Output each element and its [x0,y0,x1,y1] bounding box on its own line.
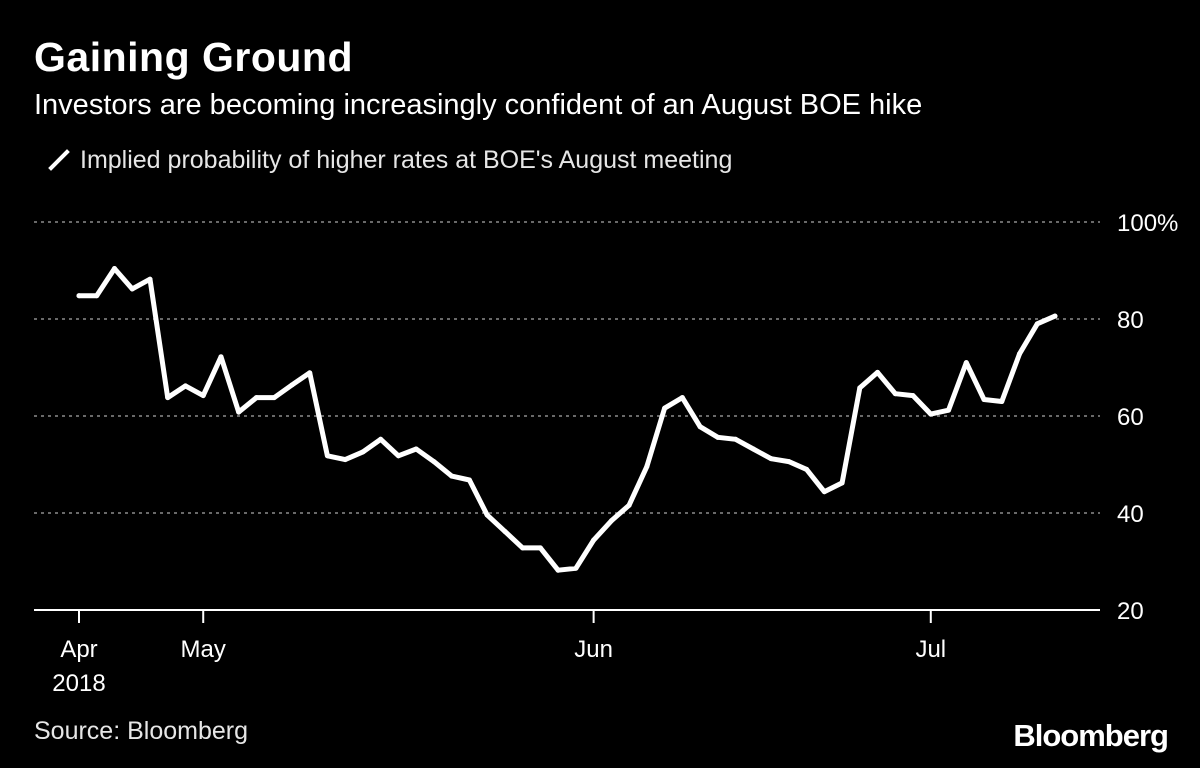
y-axis-ticks: 20 40 60 80 100% [1117,210,1178,625]
data-point [466,477,472,483]
data-point [111,266,117,272]
data-point [449,473,455,479]
data-point [733,436,739,442]
data-point [218,354,224,360]
data-point [324,453,330,459]
gridlines [34,221,1100,514]
series-line [76,266,1058,573]
data-point [502,528,508,534]
x-tick-sublabel: 2018 [52,670,105,697]
data-point [946,407,952,413]
data-point [768,456,774,462]
bloomberg-logo: Bloomberg [1013,718,1169,753]
data-point [271,395,277,401]
data-point [360,449,366,455]
data-point [644,463,650,469]
data-point [662,405,668,411]
x-tick-label: May [181,636,226,663]
data-point [875,369,881,375]
legend: Implied probability of higher rates at B… [48,144,732,176]
data-point [804,466,810,472]
data-point [786,459,792,465]
source-note: Source: Bloomberg [34,717,249,745]
y-tick-label: 60 [1117,404,1144,431]
x-tick-label: Apr [60,636,97,663]
data-point [999,398,1005,404]
legend-label: Implied probability of higher rates at B… [80,146,733,174]
data-point [626,502,632,508]
x-axis-ticks: Apr 2018 May Jun Jul [52,610,946,697]
data-point [395,453,401,459]
data-point [520,545,526,551]
data-point [573,565,579,571]
data-point [147,276,153,282]
y-tick-label: 20 [1117,598,1144,625]
data-point [342,457,348,463]
data-point [165,395,171,401]
x-tick-label: Jun [574,636,613,663]
data-point [1017,351,1023,357]
data-point [236,409,242,415]
data-point [591,537,597,543]
data-point [679,395,685,401]
data-point [94,293,100,299]
data-point [200,393,206,399]
data-point [715,434,721,440]
x-tick-label: Jul [915,636,946,663]
data-point [839,480,845,486]
y-tick-label: 40 [1117,501,1144,528]
data-point [537,545,543,551]
y-tick-label: 80 [1117,307,1144,334]
data-point [608,518,614,524]
y-tick-label: 100% [1117,210,1178,237]
data-point [963,360,969,366]
data-point [182,383,188,389]
data-point [981,397,987,403]
data-point [413,446,419,452]
data-point [928,411,934,417]
data-point [857,385,863,391]
chart-subtitle: Investors are becoming increasingly conf… [34,89,923,121]
data-point [431,459,437,465]
data-point [821,489,827,495]
data-point [1052,313,1058,319]
data-point [555,567,561,573]
data-points [76,266,1058,573]
data-point [484,512,490,518]
data-point [910,393,916,399]
data-point [289,382,295,388]
data-point [697,424,703,430]
data-point [750,446,756,452]
data-point [253,395,259,401]
chart-title: Gaining Ground [34,34,354,80]
data-point [307,370,313,376]
data-point [76,293,82,299]
data-point [1034,321,1040,327]
data-point [378,436,384,442]
data-point [892,391,898,397]
legend-line-icon [48,149,70,171]
data-point [129,286,135,292]
